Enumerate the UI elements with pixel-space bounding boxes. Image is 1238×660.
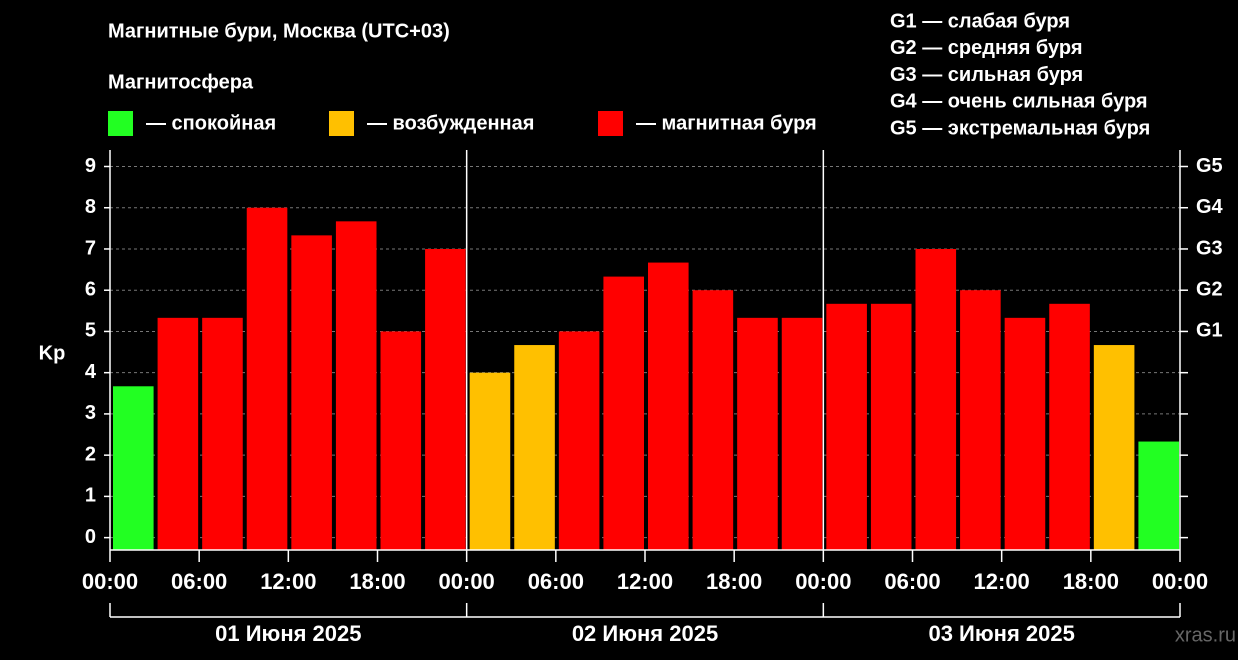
x-tick-label: 00:00 xyxy=(82,569,138,594)
bar xyxy=(1049,303,1090,550)
legend-swatch xyxy=(329,111,354,136)
bar xyxy=(781,317,823,550)
bar xyxy=(1004,317,1046,550)
bar xyxy=(335,221,377,550)
bar xyxy=(915,248,957,551)
x-tick-label: 06:00 xyxy=(171,569,227,594)
y-tick-label: 5 xyxy=(85,320,96,342)
bar xyxy=(291,235,332,550)
x-tick-label: 00:00 xyxy=(795,569,851,594)
x-tick-label: 12:00 xyxy=(974,569,1030,594)
x-tick-label: 06:00 xyxy=(528,569,584,594)
bar xyxy=(737,317,778,550)
y-axis-label: Kp xyxy=(39,342,66,364)
bar xyxy=(514,345,555,550)
x-tick-label: 00:00 xyxy=(1152,569,1208,594)
y2-tick-label: G5 xyxy=(1196,155,1223,177)
storm-level-legend: G5 — экстремальная буря xyxy=(890,117,1150,139)
bar xyxy=(469,372,511,550)
x-tick-label: 18:00 xyxy=(706,569,762,594)
bar xyxy=(603,276,644,550)
bar xyxy=(202,317,243,550)
day-label: 01 Июня 2025 xyxy=(215,621,361,646)
y-tick-label: 6 xyxy=(85,278,96,300)
y-tick-label: 3 xyxy=(85,402,96,424)
storm-level-legend: G2 — средняя буря xyxy=(890,37,1083,59)
legend-swatch xyxy=(598,111,623,136)
day-label: 02 Июня 2025 xyxy=(572,621,718,646)
legend-label: — возбужденная xyxy=(367,112,534,134)
y-tick-label: 2 xyxy=(85,443,96,465)
storm-level-legend: G4 — очень сильная буря xyxy=(890,91,1148,113)
y-tick-label: 8 xyxy=(85,196,96,218)
y-tick-label: 9 xyxy=(85,155,96,177)
day-label: 03 Июня 2025 xyxy=(928,621,1074,646)
y-tick-label: 4 xyxy=(85,361,97,383)
bar xyxy=(1138,441,1179,550)
x-tick-label: 12:00 xyxy=(617,569,673,594)
watermark: xras.ru xyxy=(1175,624,1236,646)
bar xyxy=(558,331,600,550)
chart-title: Магнитные бури, Москва (UTC+03) xyxy=(108,20,450,42)
legend-label: — спокойная xyxy=(146,112,276,134)
y2-tick-label: G1 xyxy=(1196,320,1223,342)
x-tick-label: 06:00 xyxy=(884,569,940,594)
legend-swatch xyxy=(108,111,133,136)
bar xyxy=(246,207,288,550)
storm-level-legend: G3 — сильная буря xyxy=(890,64,1083,86)
bar xyxy=(1093,345,1135,550)
x-tick-label: 18:00 xyxy=(1063,569,1119,594)
storm-level-legend: G1 — слабая буря xyxy=(890,10,1070,32)
x-tick-label: 12:00 xyxy=(260,569,316,594)
y2-tick-label: G4 xyxy=(1196,196,1224,218)
bar xyxy=(380,331,422,550)
x-tick-label: 00:00 xyxy=(439,569,495,594)
bar xyxy=(648,262,689,550)
y2-tick-label: G3 xyxy=(1196,237,1223,259)
bar xyxy=(692,290,734,550)
y2-tick-label: G2 xyxy=(1196,278,1223,300)
legend-title: Магнитосфера xyxy=(108,71,254,93)
y-tick-label: 7 xyxy=(85,237,96,259)
bar xyxy=(960,290,1001,550)
y-tick-label: 1 xyxy=(85,485,96,507)
bar xyxy=(870,303,912,550)
bar xyxy=(157,317,199,550)
legend-label: — магнитная буря xyxy=(636,112,817,134)
x-tick-label: 18:00 xyxy=(349,569,405,594)
bar xyxy=(826,303,867,550)
bar xyxy=(113,386,154,550)
y-tick-label: 0 xyxy=(85,526,96,548)
bar xyxy=(425,248,466,551)
